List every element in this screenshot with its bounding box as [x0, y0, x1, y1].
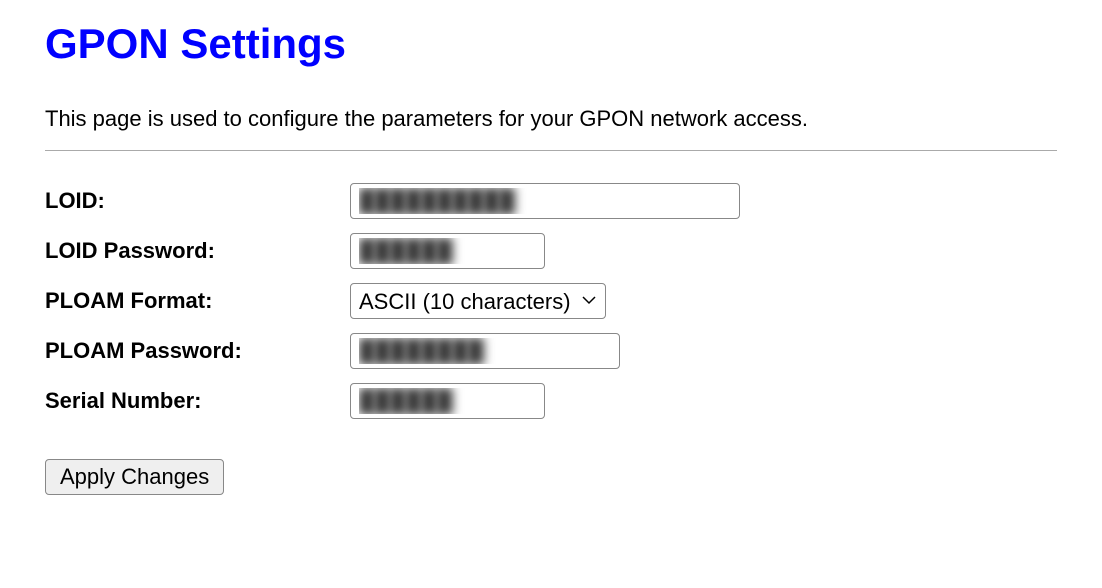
apply-changes-button[interactable]: Apply Changes	[45, 459, 224, 495]
loid-input[interactable]	[350, 183, 740, 219]
loid-label: LOID:	[45, 188, 350, 214]
loid-password-label: LOID Password:	[45, 238, 350, 264]
divider	[45, 150, 1057, 151]
form-row-serial-number: Serial Number:	[45, 383, 1057, 419]
ploam-format-select[interactable]: ASCII (10 characters)	[350, 283, 606, 319]
loid-password-input[interactable]	[350, 233, 545, 269]
serial-number-label: Serial Number:	[45, 388, 350, 414]
ploam-format-select-wrap: ASCII (10 characters)	[350, 283, 606, 319]
form-row-ploam-password: PLOAM Password:	[45, 333, 1057, 369]
page-title: GPON Settings	[45, 20, 1057, 68]
page-description: This page is used to configure the param…	[45, 106, 1057, 132]
form-row-ploam-format: PLOAM Format: ASCII (10 characters)	[45, 283, 1057, 319]
form-row-loid: LOID:	[45, 183, 1057, 219]
ploam-password-label: PLOAM Password:	[45, 338, 350, 364]
serial-number-input[interactable]	[350, 383, 545, 419]
form-row-loid-password: LOID Password:	[45, 233, 1057, 269]
gpon-form: LOID: LOID Password: PLOAM Format: ASCII…	[45, 183, 1057, 419]
ploam-format-label: PLOAM Format:	[45, 288, 350, 314]
ploam-password-input[interactable]	[350, 333, 620, 369]
